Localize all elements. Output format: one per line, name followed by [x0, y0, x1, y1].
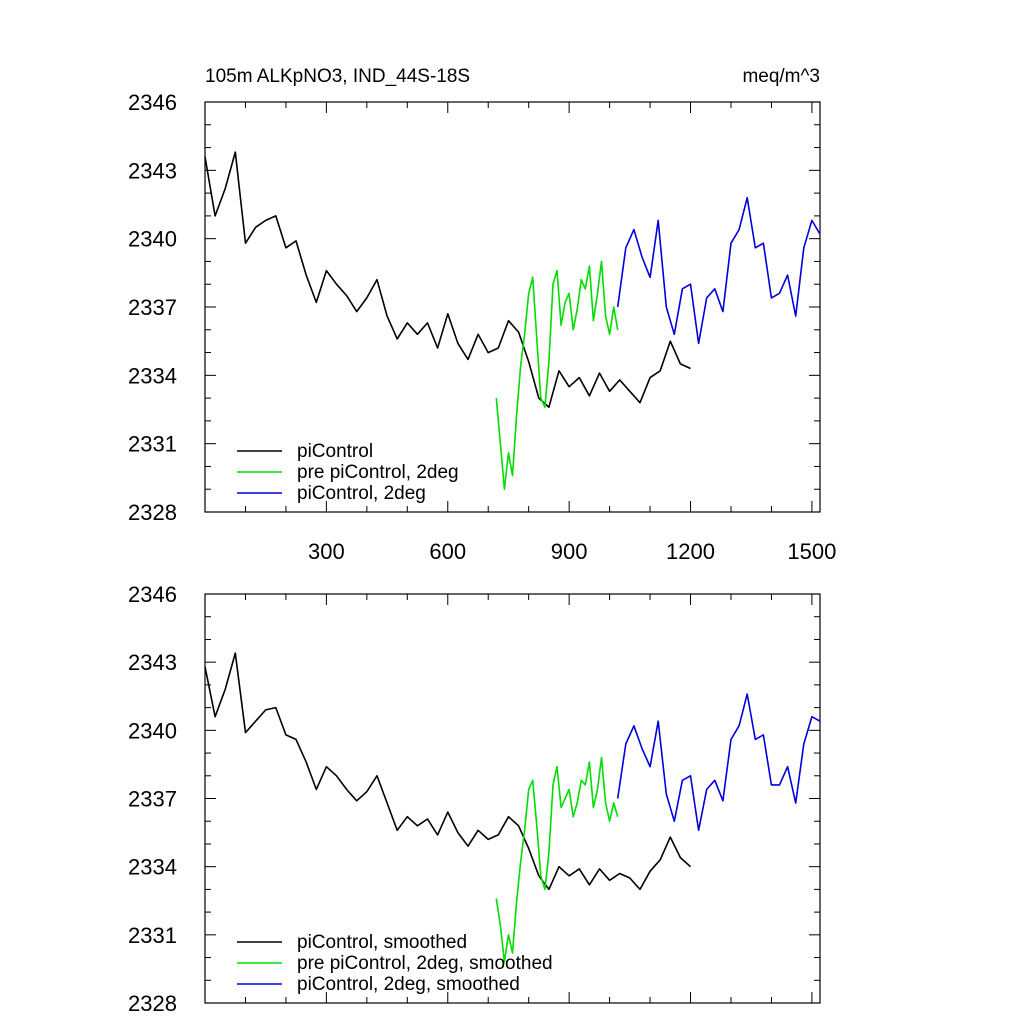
bottom-panel: 2328 2331 2334 2337 2340 2343 2346 piControl, s… — [128, 582, 821, 1016]
series-line-3 — [616, 196, 821, 345]
legend-label: piControl, 2deg — [297, 483, 426, 504]
legend-label: piControl, smoothed — [297, 932, 467, 953]
legend-label: piControl — [297, 441, 373, 462]
series-line-2 — [495, 260, 619, 491]
series-line-1 — [204, 652, 692, 891]
y-tick-label: 2346 — [128, 90, 177, 115]
y-tick-label: 2331 — [128, 432, 177, 457]
chart-units: meq/m^3 — [742, 66, 820, 87]
y-tick-label: 2340 — [128, 227, 177, 252]
series-line-2 — [495, 756, 619, 963]
legend-label: piControl, 2deg, smoothed — [297, 974, 520, 995]
legend-label: pre piControl, 2deg, smoothed — [297, 953, 553, 974]
y-tick-label: 2328 — [128, 500, 177, 525]
y-tick-label: 2337 — [128, 787, 177, 812]
x-tick-label: 1500 — [787, 539, 836, 564]
x-tick-label: 600 — [429, 539, 466, 564]
x-tick-label: 900 — [551, 539, 588, 564]
y-tick-label: 2337 — [128, 295, 177, 320]
legend-label: pre piControl, 2deg — [297, 462, 459, 483]
top-panel: 105m ALKpNO3, IND_44S-18S meq/m^3 2328 2331… — [128, 66, 836, 564]
y-tick-label: 2343 — [128, 158, 177, 183]
y-tick-label: 2331 — [128, 923, 177, 948]
x-tick-label: 1200 — [666, 539, 715, 564]
chart-title: 105m ALKpNO3, IND_44S-18S — [205, 66, 470, 87]
y-tick-label: 2343 — [128, 650, 177, 675]
y-tick-label: 2346 — [128, 582, 177, 607]
y-tick-label: 2340 — [128, 718, 177, 743]
series-line-1 — [204, 151, 691, 409]
y-tick-label: 2334 — [128, 855, 177, 880]
x-tick-label: 300 — [308, 539, 345, 564]
y-tick-label: 2334 — [128, 363, 177, 388]
series-line-3 — [616, 693, 821, 832]
y-tick-label: 2328 — [128, 991, 177, 1016]
